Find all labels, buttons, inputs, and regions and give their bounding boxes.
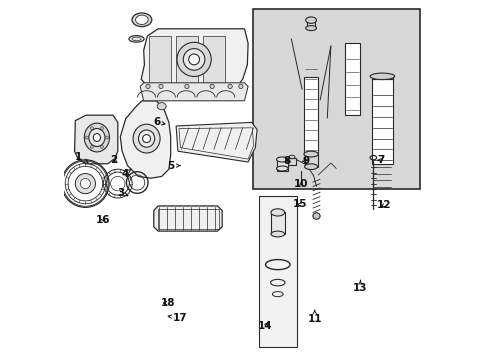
Ellipse shape (101, 145, 103, 148)
Polygon shape (120, 101, 170, 178)
Ellipse shape (80, 179, 90, 189)
Ellipse shape (304, 164, 317, 170)
Ellipse shape (89, 129, 105, 147)
Ellipse shape (183, 49, 204, 70)
Polygon shape (176, 122, 257, 162)
Bar (306, 20, 315, 28)
Ellipse shape (288, 155, 294, 159)
Ellipse shape (105, 136, 108, 139)
Ellipse shape (184, 84, 189, 89)
Ellipse shape (159, 84, 163, 89)
Bar (371, 76, 392, 79)
Text: 2: 2 (110, 155, 118, 165)
Bar (371, 79, 392, 164)
Ellipse shape (90, 127, 93, 130)
Text: 3: 3 (118, 188, 128, 198)
Ellipse shape (157, 103, 166, 110)
Text: 18: 18 (161, 298, 175, 308)
Ellipse shape (227, 84, 232, 89)
Text: 11: 11 (307, 310, 321, 324)
Text: 5: 5 (167, 161, 180, 171)
Text: 7: 7 (377, 155, 384, 165)
Ellipse shape (188, 54, 199, 65)
Ellipse shape (305, 17, 316, 23)
Ellipse shape (138, 130, 154, 147)
Polygon shape (75, 115, 118, 164)
Ellipse shape (93, 134, 101, 141)
Text: 14: 14 (258, 321, 272, 331)
Text: 17: 17 (168, 312, 186, 323)
Polygon shape (141, 29, 247, 90)
Ellipse shape (133, 124, 160, 153)
Ellipse shape (129, 36, 144, 42)
Ellipse shape (145, 84, 150, 89)
Polygon shape (153, 206, 222, 231)
Bar (158, 209, 218, 229)
Bar (258, 196, 296, 347)
Ellipse shape (135, 15, 148, 24)
Bar (304, 154, 317, 167)
Bar (203, 36, 224, 86)
Ellipse shape (132, 13, 151, 27)
Text: 8: 8 (283, 156, 290, 166)
Ellipse shape (305, 26, 316, 31)
Text: 6: 6 (153, 117, 164, 127)
Ellipse shape (303, 151, 318, 157)
Ellipse shape (85, 136, 88, 139)
Text: 13: 13 (352, 280, 367, 293)
Ellipse shape (270, 209, 284, 216)
Bar (176, 36, 197, 86)
Bar (253, 9, 419, 189)
Bar (344, 43, 359, 115)
Ellipse shape (75, 174, 95, 194)
Ellipse shape (270, 231, 284, 237)
Text: 4: 4 (121, 168, 131, 179)
Bar (287, 158, 296, 165)
Ellipse shape (238, 84, 243, 89)
Ellipse shape (177, 42, 211, 77)
Ellipse shape (132, 37, 141, 41)
Ellipse shape (84, 123, 109, 152)
Text: 16: 16 (96, 215, 110, 225)
Text: 10: 10 (293, 179, 308, 189)
Bar (149, 36, 170, 86)
Text: 12: 12 (376, 200, 390, 210)
Polygon shape (140, 83, 247, 101)
Ellipse shape (209, 84, 214, 89)
Ellipse shape (276, 157, 287, 162)
Bar (270, 212, 284, 234)
Ellipse shape (101, 127, 103, 130)
Ellipse shape (369, 73, 394, 80)
Bar (303, 77, 318, 154)
Ellipse shape (276, 166, 287, 171)
Ellipse shape (142, 135, 150, 143)
Ellipse shape (90, 145, 93, 148)
Bar (276, 159, 287, 171)
Ellipse shape (312, 213, 320, 219)
Text: 9: 9 (302, 156, 309, 166)
Text: 15: 15 (292, 199, 307, 210)
Text: 1: 1 (75, 152, 88, 162)
